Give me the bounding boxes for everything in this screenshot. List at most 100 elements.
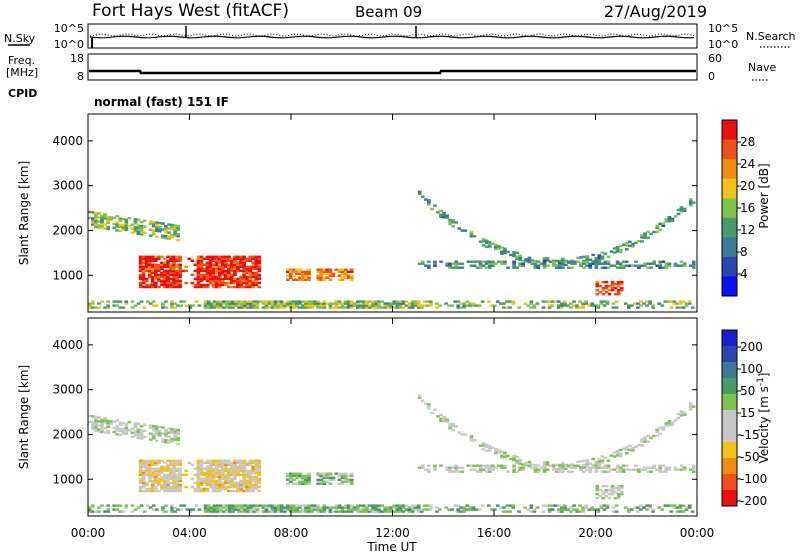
data-cell xyxy=(251,279,256,283)
data-cell xyxy=(359,300,363,303)
data-cell xyxy=(304,510,308,513)
data-cell xyxy=(658,222,663,226)
data-cell xyxy=(503,451,507,455)
data-cell xyxy=(170,302,174,305)
data-cell xyxy=(389,506,394,509)
data-cell xyxy=(106,429,110,433)
data-cell xyxy=(627,510,631,513)
data-cell xyxy=(544,300,549,303)
data-cell xyxy=(214,281,219,285)
data-cell xyxy=(124,220,129,224)
data-cell xyxy=(570,466,574,469)
data-cell xyxy=(667,424,672,427)
colorbar-tick-label: -50 xyxy=(740,450,760,464)
data-cell xyxy=(273,304,278,307)
data-cell xyxy=(236,461,240,465)
data-cell xyxy=(115,508,120,511)
data-cell xyxy=(147,461,152,465)
data-cell xyxy=(91,306,95,309)
data-cell xyxy=(196,283,201,287)
data-cell xyxy=(386,506,391,509)
data-cell xyxy=(422,300,427,303)
data-cell xyxy=(307,304,311,307)
data-cell xyxy=(161,508,165,511)
data-cell xyxy=(417,466,422,469)
data-cell xyxy=(325,268,330,271)
data-cell xyxy=(588,264,593,267)
data-cell xyxy=(221,255,225,259)
data-cell xyxy=(237,304,241,307)
data-cell xyxy=(676,468,681,471)
data-cell xyxy=(349,276,354,280)
data-cell xyxy=(687,506,692,509)
data-cell xyxy=(313,504,317,507)
data-cell xyxy=(337,506,342,509)
data-cell xyxy=(591,457,596,461)
data-cell xyxy=(255,510,260,513)
data-cell xyxy=(489,508,494,511)
data-cell xyxy=(469,260,474,263)
data-cell xyxy=(231,304,235,307)
data-cell xyxy=(147,257,152,261)
data-cell xyxy=(472,260,477,263)
data-cell xyxy=(688,264,693,267)
data-cell xyxy=(237,306,241,309)
data-cell xyxy=(487,266,492,269)
data-cell xyxy=(301,510,305,513)
data-cell xyxy=(328,476,333,480)
data-cell xyxy=(254,487,259,491)
data-cell xyxy=(245,277,249,281)
data-cell xyxy=(148,506,153,509)
data-cell xyxy=(658,426,663,430)
data-cell xyxy=(506,454,510,458)
colorbar-segment xyxy=(722,362,737,379)
data-cell xyxy=(597,460,602,463)
data-cell xyxy=(618,264,623,267)
data-cell xyxy=(257,467,262,471)
data-cell xyxy=(202,275,207,279)
data-cell xyxy=(138,259,143,263)
data-cell xyxy=(245,463,249,467)
data-cell xyxy=(603,466,608,469)
data-cell xyxy=(676,416,681,420)
data-cell xyxy=(221,473,225,477)
data-cell xyxy=(460,262,465,265)
data-cell xyxy=(484,266,489,269)
colorbar-tick-label: 28 xyxy=(740,135,755,149)
data-cell xyxy=(224,269,228,273)
freq-label-line1: Freq. xyxy=(8,54,35,67)
data-cell xyxy=(623,302,628,305)
data-cell xyxy=(646,266,650,269)
data-cell xyxy=(289,272,293,276)
data-cell xyxy=(218,506,223,509)
data-cell xyxy=(295,268,299,271)
data-cell xyxy=(136,224,141,227)
data-cell xyxy=(139,227,144,230)
data-cell xyxy=(371,504,375,507)
data-cell xyxy=(237,506,241,509)
data-cell xyxy=(331,306,336,309)
data-cell xyxy=(673,468,678,471)
data-cell xyxy=(691,405,696,408)
data-cell xyxy=(448,466,452,469)
data-cell xyxy=(185,304,190,307)
data-cell xyxy=(585,259,590,262)
data-cell xyxy=(97,510,101,513)
data-cell xyxy=(161,236,165,239)
data-cell xyxy=(227,263,231,267)
data-cell xyxy=(533,466,538,469)
data-cell xyxy=(136,506,141,509)
data-cell xyxy=(637,264,641,267)
data-cell xyxy=(211,265,216,269)
data-cell xyxy=(221,475,225,479)
data-cell xyxy=(209,508,214,511)
data-cell xyxy=(248,475,253,479)
data-cell xyxy=(91,221,95,224)
data-cell xyxy=(124,300,129,303)
data-cell xyxy=(279,508,284,511)
data-cell xyxy=(173,230,177,233)
data-cell xyxy=(667,264,672,267)
data-cell xyxy=(594,461,599,464)
data-cell xyxy=(203,300,208,303)
